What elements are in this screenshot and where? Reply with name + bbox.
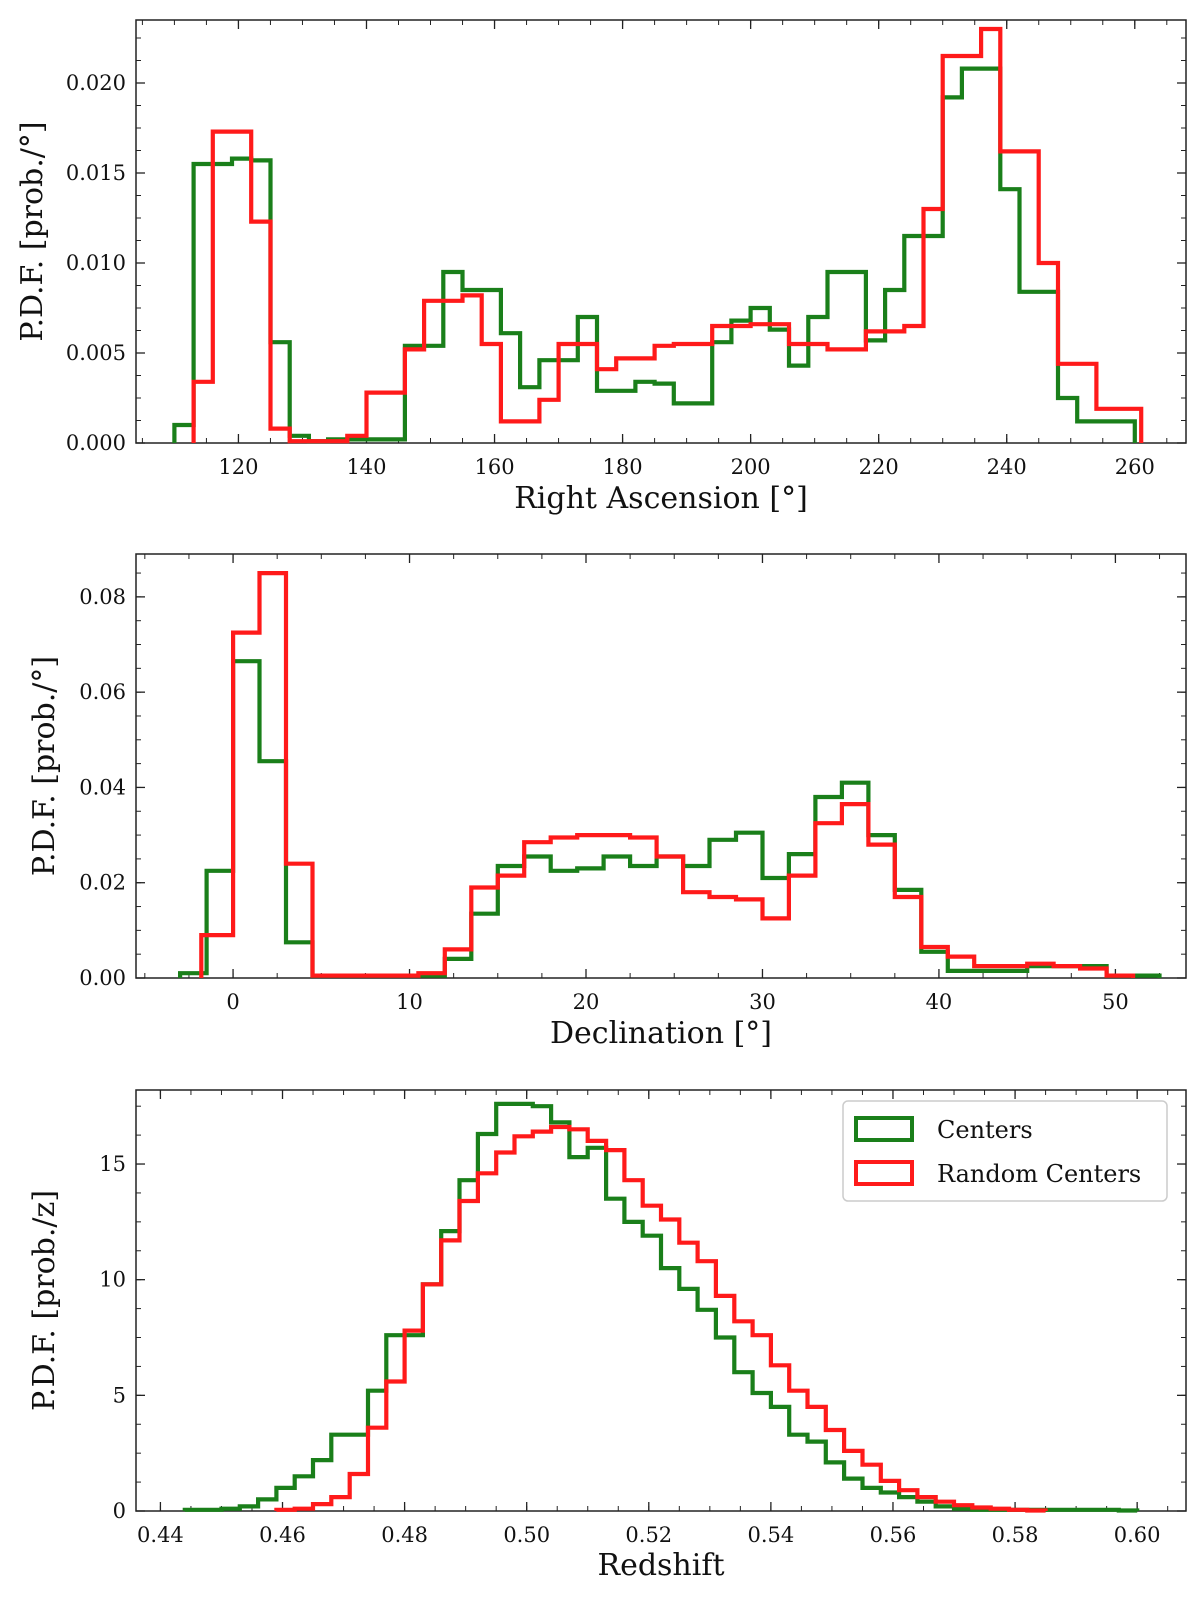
y-tick-label: 10 xyxy=(99,1268,126,1292)
legend-label-centers: Centers xyxy=(937,1116,1033,1144)
y-tick-label: 0 xyxy=(113,1499,126,1523)
plot-frame xyxy=(135,553,1187,979)
random-centers-histogram-line xyxy=(274,1124,1048,1513)
x-tick-label: 0.60 xyxy=(1114,1523,1161,1547)
y-tick-label: 0.015 xyxy=(66,161,126,185)
x-axis-label: Right Ascension [°] xyxy=(514,481,808,516)
axis-ticks: 120 140 160 180 200 220 240 260 0.000 0.005 0.010 0… xyxy=(66,20,1186,479)
x-tick-label: 0.56 xyxy=(870,1523,917,1547)
histogram-lines xyxy=(178,571,1162,978)
x-tick-label: 220 xyxy=(859,455,899,479)
y-tick-label: 15 xyxy=(99,1152,126,1176)
x-axis-label: Declination [°] xyxy=(550,1016,772,1051)
x-tick-label: 140 xyxy=(346,455,386,479)
axis-ticks: 0.44 0.46 0.48 0.50 0.52 0.54 0.56 0.58 0.60 0 5 10… xyxy=(99,1090,1186,1547)
y-tick-label: 0.00 xyxy=(79,966,126,990)
x-tick-label: 180 xyxy=(603,455,643,479)
ra-histogram-panel: 120 140 160 180 200 220 240 260 0.000 0.005 0.010 0… xyxy=(15,19,1187,516)
x-tick-label: 260 xyxy=(1115,455,1155,479)
x-tick-label: 0.48 xyxy=(381,1523,428,1547)
x-tick-label: 0.52 xyxy=(625,1523,672,1547)
y-tick-label: 0.04 xyxy=(79,775,126,799)
x-tick-label: 0.50 xyxy=(503,1523,550,1547)
y-tick-label: 0.010 xyxy=(66,251,126,275)
x-tick-label: 20 xyxy=(573,990,600,1014)
legend-box xyxy=(842,1100,1168,1202)
plot-frame xyxy=(135,1089,1187,1512)
x-tick-label: 120 xyxy=(218,455,258,479)
legend-swatch-random-centers xyxy=(854,1160,914,1186)
histogram-lines xyxy=(172,26,1144,444)
x-tick-label: 0.54 xyxy=(748,1523,795,1547)
random-centers-histogram-line xyxy=(191,26,1144,444)
y-tick-label: 0.02 xyxy=(79,871,126,895)
legend-label-random-centers: Random Centers xyxy=(937,1160,1141,1188)
x-tick-label: 0.58 xyxy=(992,1523,1039,1547)
y-axis-label: P.D.F. [prob./z] xyxy=(27,1190,62,1411)
y-tick-label: 0.08 xyxy=(79,585,126,609)
y-tick-label: 5 xyxy=(113,1383,126,1407)
legend-swatch-centers xyxy=(854,1116,914,1142)
y-tick-label: 0.000 xyxy=(66,431,126,455)
x-tick-label: 0.46 xyxy=(259,1523,306,1547)
legend: Centers Random Centers xyxy=(842,1100,1168,1202)
x-tick-label: 30 xyxy=(749,990,776,1014)
redshift-histogram-panel: 0.44 0.46 0.48 0.50 0.52 0.54 0.56 0.58 0.60 0 5 10… xyxy=(27,1089,1187,1583)
x-tick-label: 10 xyxy=(396,990,423,1014)
x-tick-label: 200 xyxy=(731,455,771,479)
y-tick-label: 0.020 xyxy=(66,71,126,95)
histogram-lines xyxy=(182,1101,1140,1513)
x-tick-label: 50 xyxy=(1102,990,1129,1014)
y-tick-label: 0.06 xyxy=(79,680,126,704)
axis-ticks: 0 10 20 30 40 50 0.00 0.02 0.04 0.06 0.08 xyxy=(79,554,1186,1014)
dec-histogram-panel: 0 10 20 30 40 50 0.00 0.02 0.04 0.06 0.08 Declinat… xyxy=(27,553,1187,1051)
plot-frame xyxy=(135,19,1187,444)
x-tick-label: 160 xyxy=(474,455,514,479)
x-tick-label: 0 xyxy=(226,990,239,1014)
y-axis-label: P.D.F. [prob./°] xyxy=(15,121,50,341)
x-axis-label: Redshift xyxy=(597,1548,724,1583)
x-tick-label: 40 xyxy=(926,990,953,1014)
y-tick-label: 0.005 xyxy=(66,341,126,365)
x-tick-label: 240 xyxy=(987,455,1027,479)
random-centers-histogram-line xyxy=(199,571,1136,978)
y-axis-label: P.D.F. [prob./°] xyxy=(27,656,62,876)
x-tick-label: 0.44 xyxy=(137,1523,184,1547)
